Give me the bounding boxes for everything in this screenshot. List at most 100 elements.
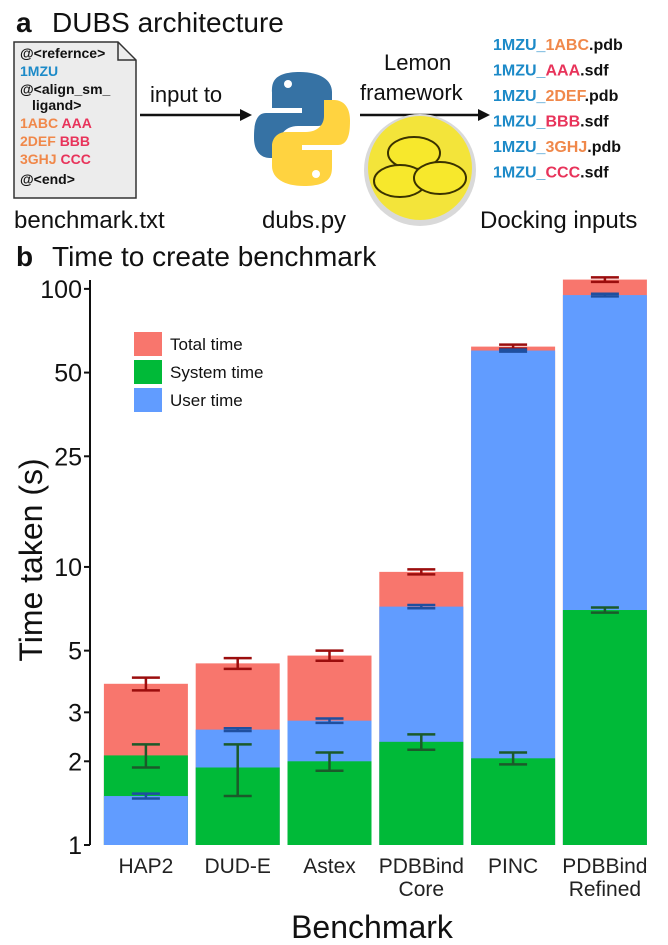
file-text: @<refernce> [20, 45, 105, 61]
y-tick-label: 1 [68, 832, 82, 860]
panel-title: DUBS architecture [52, 7, 284, 38]
error-bar [590, 292, 619, 298]
y-tick-label: 5 [68, 638, 82, 666]
x-axis-label: Benchmark [291, 909, 454, 945]
file-line: 2DEF BBB [20, 133, 90, 149]
bar [379, 741, 464, 845]
output-file: 1MZU_2DEF.pdb [493, 88, 619, 105]
lemon [413, 161, 467, 195]
output-part: 1MZU_ [493, 63, 547, 80]
y-tick-label: 3 [68, 699, 82, 727]
file-text: ligand> [32, 97, 81, 113]
output-file: 1MZU_1ABC.pdb [493, 37, 623, 54]
output-part: 1MZU_ [493, 114, 547, 131]
file-name: benchmark.txt [14, 207, 165, 234]
error-bar [590, 606, 619, 614]
arrow-head [478, 109, 490, 121]
file-line: 1MZU [20, 63, 58, 79]
x-tick-label: HAP2 [118, 855, 174, 878]
error-bar [223, 726, 252, 733]
file-text: 1ABC [20, 115, 58, 131]
output-part: 1MZU_ [493, 139, 547, 156]
y-tick-label: 50 [54, 360, 82, 388]
file-text: 2DEF [20, 133, 56, 149]
error-bar [315, 649, 344, 662]
file-text: @<end> [20, 171, 75, 187]
error-bar [223, 656, 252, 671]
file-text: AAA [62, 115, 92, 131]
legend-swatch [134, 388, 162, 412]
x-tick-container: PDBBind Refined [562, 855, 647, 901]
plot: 1 2 3 5 10 25 50 100 HAP2 DUD-E Astex PDBBind Core P… [40, 276, 647, 902]
legend-swatch [134, 332, 162, 356]
error-bar [223, 743, 252, 798]
chart-title: Time to create benchmark [52, 241, 377, 272]
file-text: 1MZU [20, 63, 58, 79]
file-line: ligand> [32, 97, 81, 113]
y-tick-label: 2 [68, 748, 82, 776]
output-part: .sdf [580, 165, 609, 182]
outputs-label: Docking inputs [480, 207, 637, 234]
output-part: .pdb [585, 88, 619, 105]
file-fold [117, 42, 136, 61]
x-tick-label: PDBBind Core [378, 855, 464, 902]
file-text: BBB [60, 133, 90, 149]
output-list: 1MZU_1ABC.pdb1MZU_AAA.sdf1MZU_2DEF.pdb1M… [493, 37, 623, 182]
file-line: @<refernce> [20, 45, 105, 61]
file-text: CCC [60, 151, 90, 167]
python-logo-blue [254, 72, 332, 158]
file-line: @<end> [20, 171, 75, 187]
x-tick-label: Astex [303, 855, 356, 878]
panel-label: a [16, 7, 32, 38]
bar [287, 761, 372, 845]
output-part: BBB [545, 114, 580, 131]
file-text: @<align_sm_ [20, 81, 111, 97]
output-part: .pdb [587, 139, 621, 156]
output-part: .pdb [589, 37, 623, 54]
legend-label: User time [170, 391, 243, 410]
output-part: 1MZU_ [493, 165, 547, 182]
error-bar [407, 733, 436, 752]
output-file: 1MZU_AAA.sdf [493, 63, 609, 80]
output-part: .sdf [580, 63, 609, 80]
x-tick-container: Astex [303, 855, 356, 878]
arrow-label: framework [360, 80, 464, 105]
x-tick-container: DUD-E [204, 855, 271, 878]
arrow-head [240, 109, 252, 121]
file-text: 3GHJ [20, 151, 57, 167]
output-part: 1MZU_ [493, 88, 547, 105]
output-part: 3GHJ [545, 139, 587, 156]
bar [103, 796, 188, 845]
file-line: 3GHJ CCC [20, 151, 91, 167]
error-bar [499, 348, 528, 353]
error-bar [499, 751, 528, 766]
x-tick-container: HAP2 [118, 855, 174, 878]
output-part: CCC [545, 165, 580, 182]
y-tick-label: 100 [40, 276, 82, 304]
file-icon [13, 41, 137, 199]
file-line: 1ABC AAA [20, 115, 92, 131]
output-part: .sdf [580, 114, 609, 131]
panel-label: b [16, 241, 33, 272]
python-eye [312, 170, 320, 178]
script-name: dubs.py [262, 207, 346, 234]
output-part: 1ABC [545, 37, 589, 54]
error-bar [131, 676, 160, 692]
y-tick-label: 10 [54, 554, 82, 582]
output-file: 1MZU_BBB.sdf [493, 114, 609, 131]
error-bar [315, 717, 344, 725]
output-part: 2DEF [545, 88, 586, 105]
error-bar [131, 792, 160, 800]
file-line: @<align_sm_ [20, 81, 111, 97]
output-part: 1MZU_ [493, 37, 547, 54]
x-tick-label: DUD-E [204, 855, 271, 878]
bar [562, 610, 647, 845]
legend-label: System time [170, 363, 264, 382]
arrow-label: Lemon [384, 50, 451, 75]
python-logo-yellow [272, 100, 350, 186]
legend-swatch [134, 360, 162, 384]
x-tick-container: PINC [488, 855, 539, 878]
x-tick-label: PINC [488, 855, 539, 878]
arrow-label: input to [150, 82, 222, 107]
